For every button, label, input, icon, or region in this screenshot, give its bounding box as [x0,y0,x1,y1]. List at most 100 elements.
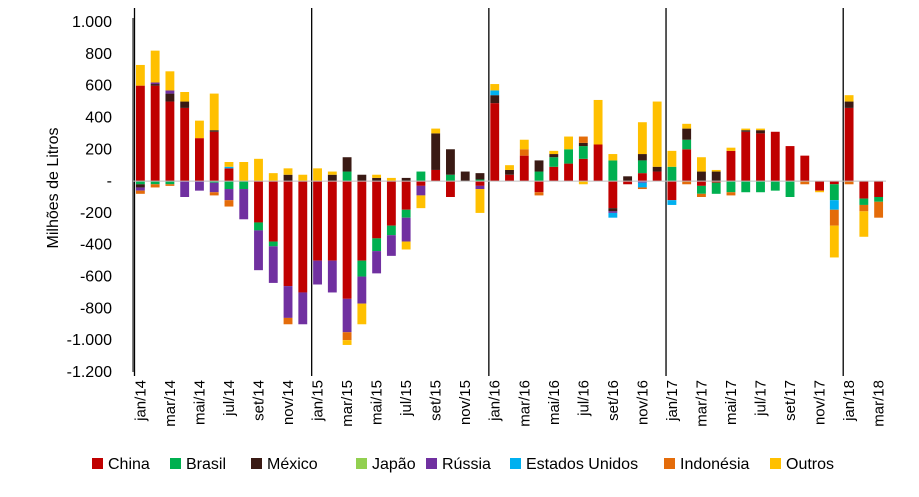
bar-segment-china [844,107,854,182]
bar-segment-outros [401,241,411,250]
bar-segment-china [431,169,441,182]
bar-segment-estados-unidos [490,90,500,96]
bar-segment-china [224,168,234,182]
x-tick-label: mai/16 [546,380,563,425]
bar-segment-rússia [224,189,234,201]
bar-segment-méxico [135,184,145,188]
x-tick-label: jul/16 [575,380,592,417]
bar-segment-méxico [180,101,190,108]
bar-segment-brasil [150,181,160,185]
legend-label: México [267,456,318,473]
axes-layer [132,18,886,372]
bar-segment-brasil [254,222,263,231]
legend-label: Brasil [186,456,226,473]
bar-segment-méxico [446,149,455,175]
bar-segment-rússia [327,260,337,293]
bar-segment-brasil [239,181,249,190]
bar-segment-outros [608,154,618,161]
bar-segment-brasil [608,160,618,182]
bar-segment-méxico [342,157,352,172]
bar-segment-china [578,158,588,182]
y-axis-title: Milhões de Litros [45,128,62,249]
bar-segment-brasil [209,181,219,183]
bar-segment-outros [431,128,441,134]
x-tick-label: nov/17 [812,380,829,425]
bar-segment-brasil [224,181,234,190]
bar-segment-outros [490,84,500,91]
y-tick-label: 800 [85,46,112,63]
y-tick-label: -400 [80,237,112,254]
bar-segment-china [637,173,647,182]
bar-segment-outros [268,173,278,182]
x-tick-label: jan/18 [841,380,858,422]
x-tick-label: nov/16 [634,380,651,425]
bar-segment-estados-unidos [224,166,234,169]
bar-segment-outros [357,303,367,325]
bar-segment-china [490,103,500,182]
bar-segment-outros [682,123,692,129]
bar-segment-rússia [416,185,426,196]
bar-segment-brasil [564,149,573,164]
legend-swatch [426,458,437,469]
bar-segment-outros [593,99,603,145]
bar-segment-rússia [165,90,175,94]
legend-label: Estados Unidos [526,456,638,473]
legend-label: Outros [786,456,834,473]
bar-segment-méxico [844,101,854,108]
bar-segment-brasil [268,241,278,247]
bar-segment-outros [741,128,751,131]
legend-item-méxico: México [251,456,318,473]
bar-segment-indonésia [534,192,544,196]
bar-segment-indonésia [874,201,884,218]
bar-segment-rússia [180,181,190,197]
bar-segment-china [401,181,411,210]
bar-segment-outros [519,139,529,150]
bar-segment-outros [298,174,308,182]
x-tick-label: mar/14 [162,380,179,427]
legend-swatch [510,458,521,469]
bar-segment-indonésia [637,187,647,190]
bar-segment-indonésia [726,192,736,196]
legend-swatch [356,458,367,469]
legend-item-outros: Outros [770,456,834,473]
legend-label: Indonésia [680,456,749,473]
x-tick-label: jan/15 [310,380,327,422]
bar-segment-china [770,131,780,182]
bar-segment-brasil [726,181,736,193]
bar-segment-china [505,174,514,182]
bar-segment-china [150,85,160,182]
bar-segment-indonésia [578,136,588,143]
bar-segment-brasil [770,181,780,191]
bar-segment-outros [475,189,485,213]
y-tick-label: - [107,173,112,190]
bar-segment-brasil [446,174,455,182]
bar-segment-china [342,181,352,299]
y-tick-label: -1.200 [67,364,112,381]
x-tick-label: set/17 [782,380,799,421]
bar-segment-china [593,144,603,182]
bar-segment-rússia [254,230,263,271]
bar-segment-indonésia [209,192,219,196]
y-tick-label: 1.000 [72,14,112,31]
bar-segment-brasil [401,209,411,218]
bar-segment-indonésia [150,184,160,188]
bar-segment-indonésia [682,181,692,185]
bar-segment-brasil [357,260,367,277]
bar-segment-china [815,181,824,191]
bar-segment-rússia [637,181,647,183]
bar-segment-méxico [150,84,160,86]
bar-segment-china [298,181,308,293]
bar-segment-outros [711,169,721,172]
bar-segment-china [372,181,382,239]
bar-segment-brasil [785,181,795,197]
bar-segment-outros [564,136,573,150]
bar-segment-méxico [431,133,441,170]
bar-segment-outros [342,340,352,345]
bar-segment-brasil [342,171,352,182]
bar-segment-china [682,149,692,182]
bar-segment-brasil [829,184,839,201]
x-tick-label: jan/17 [664,380,681,422]
bar-segment-china [519,155,529,182]
bar-segment-méxico [505,169,514,175]
bar-segment-indonésia [342,332,352,341]
